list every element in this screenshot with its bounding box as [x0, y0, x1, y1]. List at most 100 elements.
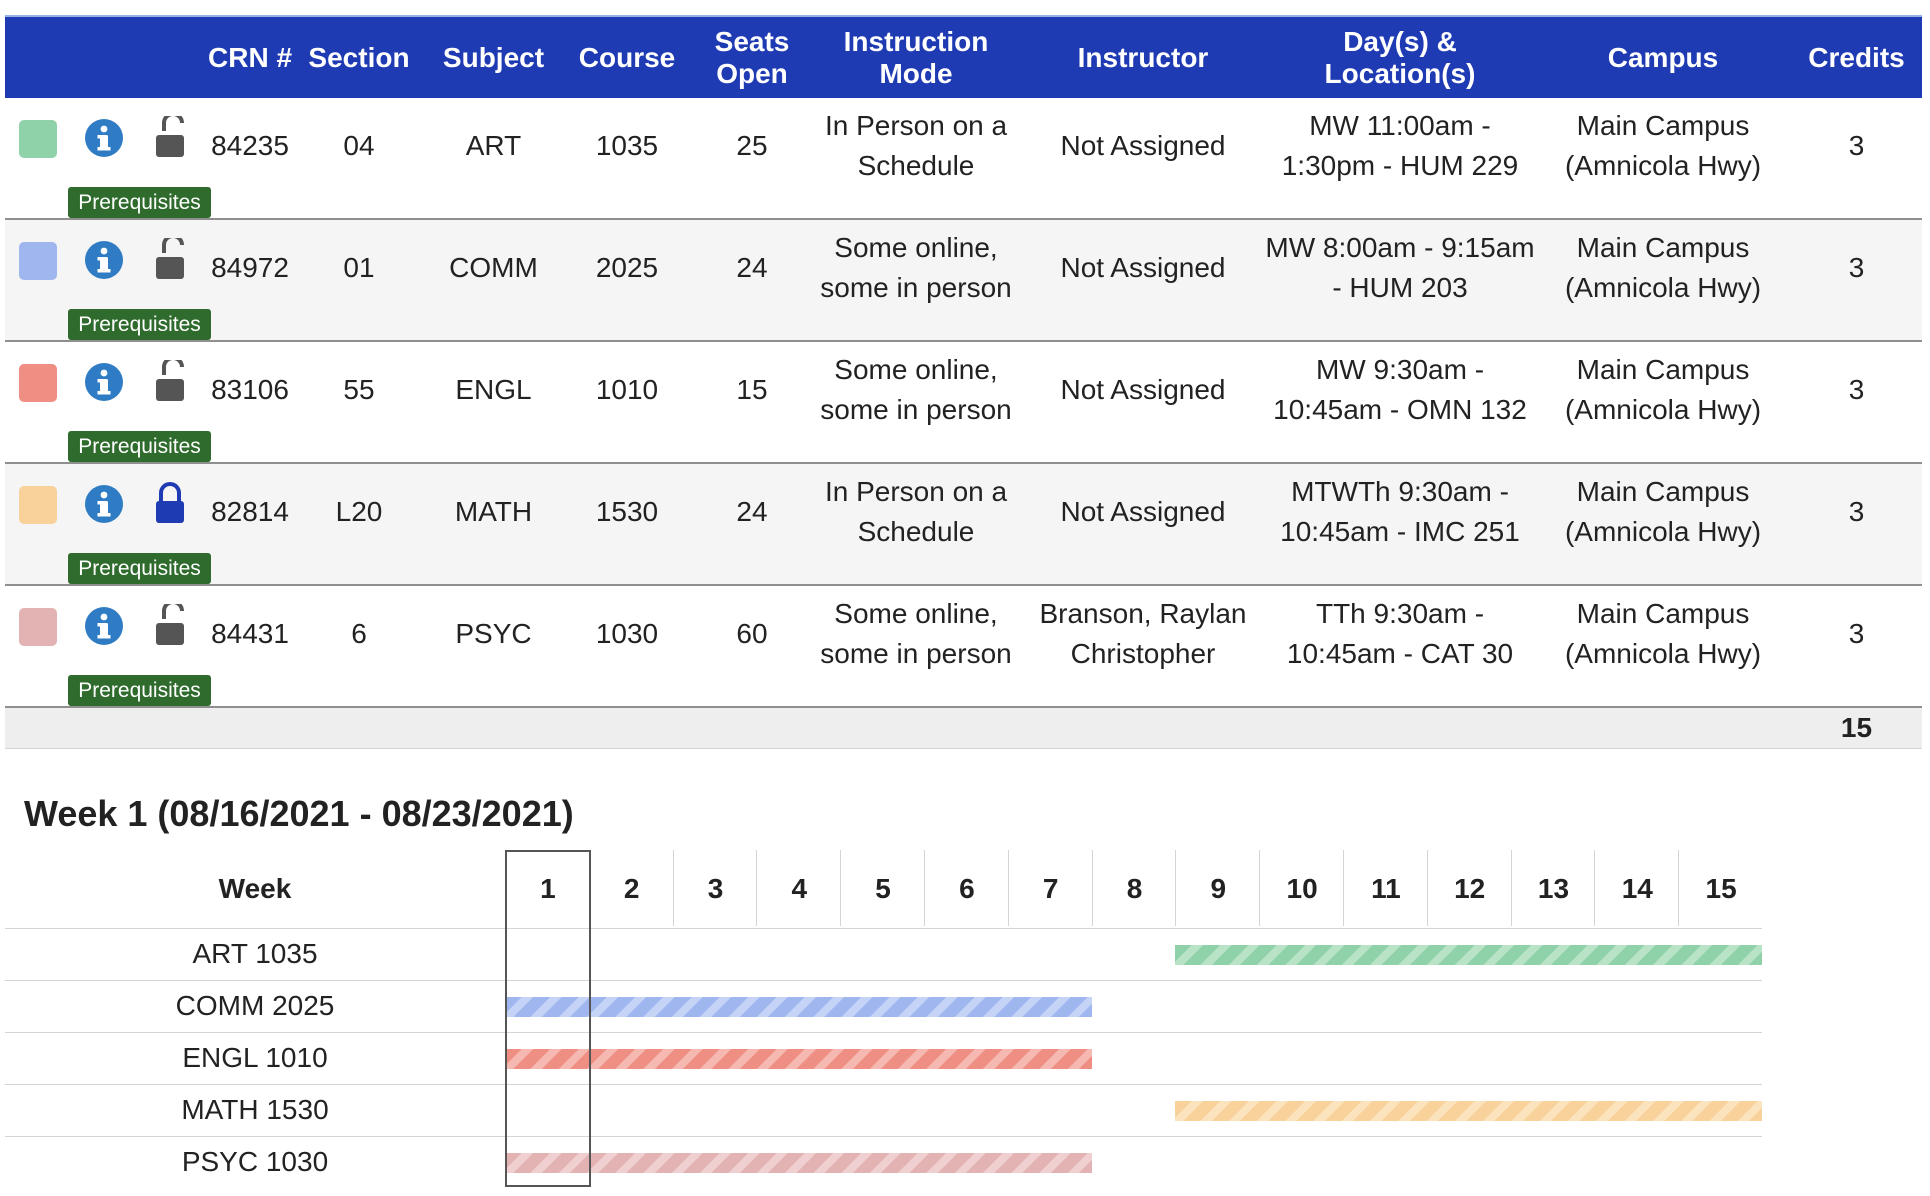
- header-instruction-mode[interactable]: Instruction Mode: [811, 15, 1021, 98]
- section-cell: 04: [292, 98, 426, 220]
- days-value: MW 9:30am - 10:45am - OMN 132: [1273, 354, 1527, 425]
- row-tools: Prerequisites: [5, 98, 211, 220]
- header-seats-open[interactable]: Seats Open: [693, 15, 811, 98]
- timeline-course-label: COMM 2025: [175, 990, 335, 1021]
- prerequisites-badge[interactable]: Prerequisites: [68, 309, 211, 340]
- lock-open-icon[interactable]: [153, 234, 187, 280]
- days-cell: TTh 9:30am - 10:45am - CAT 30: [1265, 585, 1535, 708]
- timeline-course-label: ART 1035: [192, 938, 318, 969]
- course-color-swatch[interactable]: [19, 120, 57, 158]
- seats-value: 25: [736, 130, 768, 161]
- mode-value: In Person on a Schedule: [824, 476, 1008, 547]
- campus-value: Main Campus (Amnicola Hwy): [1564, 110, 1762, 181]
- week-column-2: 2: [588, 850, 674, 926]
- header-subject[interactable]: Subject: [426, 15, 561, 98]
- mode-cell: Some online, some in person: [811, 585, 1021, 708]
- instructor-cell: Not Assigned: [1021, 219, 1265, 342]
- timeline-bar[interactable]: [1175, 1101, 1762, 1121]
- week-column-7: 7: [1007, 850, 1093, 926]
- mode-value: Some online, some in person: [820, 232, 1012, 303]
- week-column-13: 13: [1510, 850, 1596, 926]
- days-value: MW 8:00am - 9:15am - HUM 203: [1265, 232, 1535, 303]
- prerequisites-badge[interactable]: Prerequisites: [68, 553, 211, 584]
- info-icon[interactable]: [84, 362, 124, 402]
- section-cell: 01: [292, 219, 426, 342]
- header-instructor[interactable]: Instructor: [1021, 15, 1265, 98]
- course-color-swatch[interactable]: [19, 608, 57, 646]
- info-icon[interactable]: [84, 240, 124, 280]
- timeline-bar[interactable]: [505, 997, 1092, 1017]
- days-value: TTh 9:30am - 10:45am - CAT 30: [1286, 598, 1514, 669]
- lock-open-icon[interactable]: [153, 112, 187, 158]
- header-section[interactable]: Section: [292, 15, 426, 98]
- campus-value: Main Campus (Amnicola Hwy): [1564, 354, 1762, 425]
- timeline-week-header: Week: [218, 873, 292, 904]
- prerequisites-badge[interactable]: Prerequisites: [68, 431, 211, 462]
- timeline-course-label: MATH 1530: [181, 1094, 329, 1125]
- course-color-swatch[interactable]: [19, 242, 57, 280]
- info-icon[interactable]: [84, 606, 124, 646]
- campus-cell: Main Campus (Amnicola Hwy): [1535, 219, 1791, 342]
- subject-cell: ART: [426, 98, 561, 220]
- week-column-14: 14: [1594, 850, 1679, 926]
- crn-value: 84431: [211, 618, 289, 649]
- section-cell: 6: [292, 585, 426, 708]
- days-value: MW 11:00am - 1:30pm - HUM 229: [1281, 110, 1519, 181]
- row-tools: Prerequisites: [5, 219, 211, 342]
- course-color-swatch[interactable]: [19, 486, 57, 524]
- header-course[interactable]: Course: [561, 15, 693, 98]
- seats-value: 60: [736, 618, 768, 649]
- totals-row: 15: [5, 707, 1922, 749]
- course-cell: 1030: [561, 585, 693, 708]
- section-value: L20: [335, 496, 383, 527]
- credits-cell: 3: [1791, 585, 1922, 708]
- campus-cell: Main Campus (Amnicola Hwy): [1535, 463, 1791, 586]
- header-tools: [5, 15, 208, 98]
- lock-open-icon[interactable]: [153, 356, 187, 402]
- days-value: MTWTh 9:30am - 10:45am - IMC 251: [1280, 476, 1520, 547]
- info-icon[interactable]: [84, 118, 124, 158]
- prerequisites-badge[interactable]: Prerequisites: [68, 187, 211, 218]
- timeline-bar[interactable]: [505, 1153, 1092, 1173]
- seats-cell: 60: [693, 585, 811, 708]
- lock-open-icon[interactable]: [153, 600, 187, 646]
- crn-cell: 84235: [208, 98, 292, 220]
- course-value: 2025: [595, 252, 659, 283]
- table-row: Prerequisites 84235 04 ART 1035 25 In Person o…: [5, 98, 1922, 220]
- week-column-6: 6: [924, 850, 1009, 926]
- table-row: Prerequisites 82814 L20 MATH 1530 24 In Person…: [5, 463, 1922, 586]
- header-days-locations[interactable]: Day(s) & Location(s): [1265, 15, 1535, 98]
- header-credits[interactable]: Credits: [1791, 15, 1922, 98]
- instructor-cell: Not Assigned: [1021, 463, 1265, 586]
- days-cell: MW 11:00am - 1:30pm - HUM 229: [1265, 98, 1535, 220]
- credits-value: 3: [1848, 618, 1865, 649]
- info-icon[interactable]: [84, 484, 124, 524]
- course-value: 1010: [595, 374, 659, 405]
- course-cell: 2025: [561, 219, 693, 342]
- section-value: 01: [343, 252, 375, 283]
- subject-value: COMM: [449, 252, 538, 283]
- days-cell: MTWTh 9:30am - 10:45am - IMC 251: [1265, 463, 1535, 586]
- credits-cell: 3: [1791, 98, 1922, 220]
- crn-value: 83106: [211, 374, 289, 405]
- section-value: 55: [343, 374, 375, 405]
- timeline-divider: [5, 1136, 1762, 1137]
- section-value: 04: [343, 130, 375, 161]
- subject-value: ART: [465, 130, 522, 161]
- course-schedule-table: CRN # Section Subject Course Seats Open …: [5, 15, 1922, 749]
- credits-value: 3: [1848, 130, 1865, 161]
- timeline-bar[interactable]: [505, 1049, 1092, 1069]
- table-row: Prerequisites 83106 55 ENGL 1010 15 Some onlin…: [5, 341, 1922, 464]
- totals-spacer: [5, 707, 1791, 749]
- header-crn[interactable]: CRN #: [208, 15, 292, 98]
- timeline-bar[interactable]: [1175, 945, 1762, 965]
- instructor-value: Branson, Raylan Christopher: [1039, 598, 1247, 669]
- header-campus[interactable]: Campus: [1535, 15, 1791, 98]
- course-color-swatch[interactable]: [19, 364, 57, 402]
- credits-cell: 3: [1791, 219, 1922, 342]
- lock-closed-icon[interactable]: [153, 482, 187, 524]
- week-column-8: 8: [1091, 850, 1177, 926]
- prerequisites-badge[interactable]: Prerequisites: [68, 675, 211, 706]
- instructor-value: Not Assigned: [1060, 374, 1226, 405]
- week-column-12: 12: [1426, 850, 1512, 926]
